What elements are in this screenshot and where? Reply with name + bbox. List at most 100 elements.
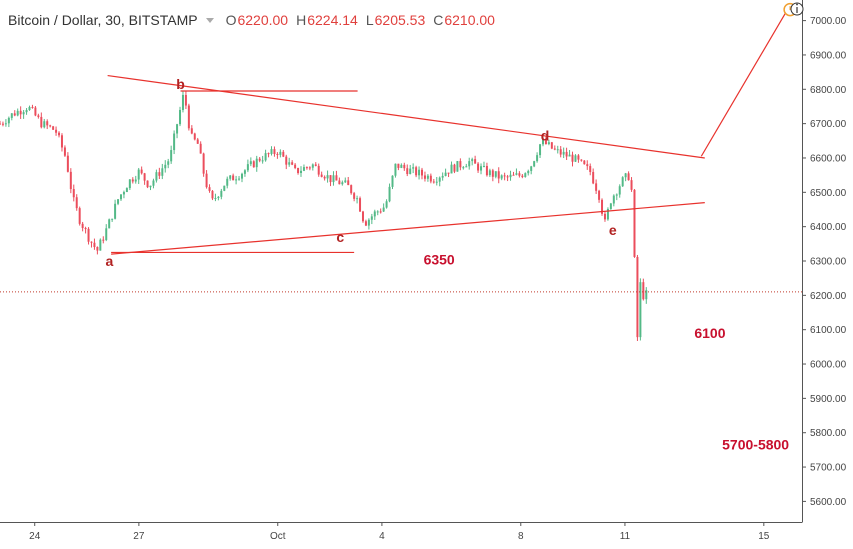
candle-body	[412, 167, 415, 169]
candle-body	[249, 161, 252, 165]
candle-body	[308, 167, 311, 169]
candle-body	[119, 194, 122, 200]
candle-body	[108, 219, 111, 229]
candle-body	[379, 211, 382, 213]
candle-body	[208, 187, 211, 191]
candle-body	[488, 170, 491, 176]
candle-body	[181, 94, 184, 110]
x-tick-label: Oct	[270, 531, 286, 542]
candle-body	[117, 199, 120, 204]
y-tick-label: 5900.00	[810, 394, 847, 405]
candle-body	[385, 201, 388, 208]
candle-body	[370, 216, 373, 220]
candle-body	[471, 159, 474, 162]
candle-body	[314, 164, 317, 166]
candle-body	[258, 158, 261, 161]
candle-body	[264, 153, 267, 161]
candle-body	[450, 164, 453, 174]
candle-body	[633, 189, 636, 257]
candle-body	[232, 175, 235, 181]
candle-body	[66, 155, 69, 172]
candle-body	[25, 110, 28, 113]
candle-body	[541, 138, 544, 145]
candle-body	[167, 161, 170, 165]
candle-body	[589, 166, 592, 172]
candle-body	[52, 126, 55, 130]
candle-body	[530, 166, 533, 171]
candle-body	[297, 167, 300, 174]
candle-body	[574, 155, 577, 162]
wave-label-b: b	[176, 76, 185, 92]
candle-body	[75, 197, 78, 209]
candle-body	[482, 165, 485, 167]
candle-body	[571, 154, 574, 162]
candle-body	[291, 162, 294, 165]
candle-body	[394, 163, 397, 176]
candle-body	[4, 123, 7, 125]
candle-body	[550, 142, 553, 149]
candle-body	[229, 175, 232, 179]
candle-body	[361, 211, 364, 222]
candle-body	[536, 155, 539, 162]
candle-body	[96, 246, 99, 251]
candle-body	[627, 173, 630, 181]
candle-body	[527, 170, 530, 174]
candle-body	[418, 169, 421, 176]
y-tick-label: 5600.00	[810, 497, 847, 508]
candle-body	[347, 180, 350, 186]
candle-body	[506, 176, 509, 178]
candle-body	[350, 185, 353, 194]
candle-body	[84, 228, 87, 230]
candle-body	[615, 194, 618, 196]
candle-body	[16, 110, 19, 116]
alert-layer[interactable]	[783, 2, 804, 17]
candle-body	[556, 149, 559, 151]
low-label: L	[365, 12, 374, 28]
candle-body	[326, 175, 329, 179]
candle-body	[353, 193, 356, 199]
candle-body	[435, 181, 438, 183]
candle-body	[134, 179, 137, 182]
candle-body	[494, 171, 497, 177]
candle-body	[645, 290, 648, 300]
candle-body	[565, 151, 568, 157]
candle-body	[480, 166, 483, 171]
candle-body	[161, 168, 164, 176]
candle-body	[453, 164, 456, 172]
y-tick-label: 6100.00	[810, 325, 847, 336]
wave-label-c: c	[336, 229, 344, 245]
candle-body	[624, 173, 627, 178]
candle-body	[311, 164, 314, 168]
candle-body	[164, 164, 167, 169]
candle-body	[58, 132, 61, 136]
candle-body	[618, 186, 621, 195]
symbol-title[interactable]: Bitcoin / Dollar, 30, BITSTAMP	[8, 12, 198, 28]
trendlines-layer	[0, 8, 802, 293]
candle-body	[376, 211, 379, 213]
candle-body	[423, 175, 426, 179]
low-value: 6205.53	[374, 12, 426, 28]
x-tick-label: 8	[518, 531, 524, 542]
candle-body	[421, 169, 424, 176]
candle-body	[497, 171, 500, 179]
candle-body	[601, 199, 604, 214]
candle-body	[187, 105, 190, 129]
y-tick-label: 6300.00	[810, 257, 847, 268]
candle-body	[344, 180, 347, 183]
candle-body	[143, 173, 146, 181]
candle-body	[214, 198, 217, 200]
candle-body	[612, 195, 615, 204]
chevron-down-icon[interactable]	[205, 17, 214, 23]
candle-body	[152, 180, 155, 186]
candle-body	[238, 178, 241, 180]
y-tick-label: 7000.00	[810, 16, 847, 27]
candle-body	[400, 164, 403, 168]
candle-body	[199, 143, 202, 154]
candle-body	[415, 167, 418, 176]
x-tick-label: 27	[133, 531, 145, 542]
candle-body	[158, 172, 161, 176]
candle-body	[465, 166, 468, 168]
candle-body	[78, 208, 81, 224]
candle-body	[320, 174, 323, 177]
